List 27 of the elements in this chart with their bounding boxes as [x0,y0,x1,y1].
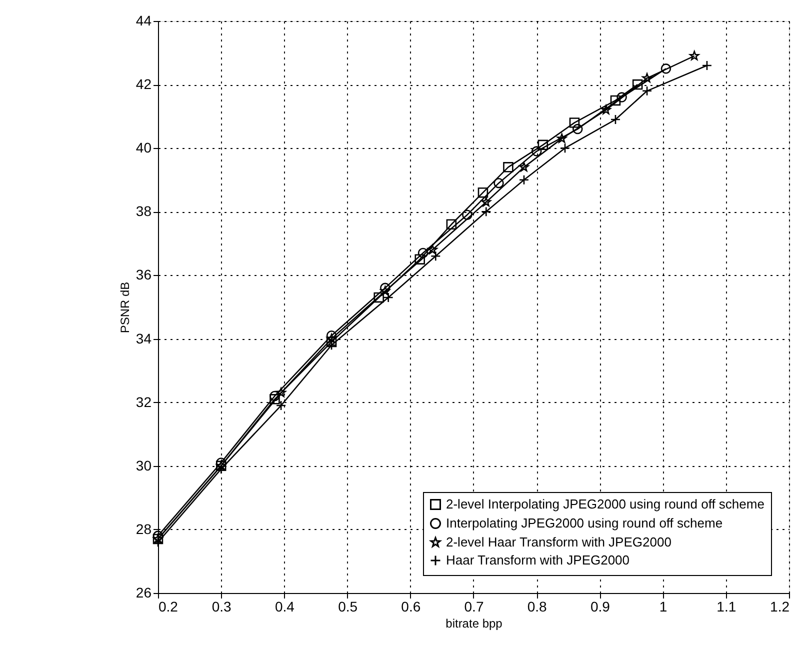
y-axis-title: PSNR dB [118,282,132,334]
y-tick-label: 28 [136,520,152,537]
x-tick-label: 0.3 [212,598,232,614]
x-tick-label: 1.2 [770,598,790,614]
y-tick-label: 38 [136,203,152,220]
x-tick-label: 0.6 [401,598,421,614]
x-tick-label: 0.7 [464,598,484,614]
y-tick-label: 42 [136,76,152,92]
y-tick-label: 32 [136,394,152,410]
x-tick-label: 1 [659,598,668,614]
x-tick-label: 0.9 [590,598,610,614]
legend-label: 2-level Haar Transform with JPEG2000 [446,534,672,550]
y-tick-label: 40 [136,140,152,156]
y-tick-label: 36 [136,266,152,283]
legend-label: Interpolating JPEG2000 using round off scheme [446,516,723,530]
x-axis-title: bitrate bpp [446,616,503,630]
y-tick-label: 34 [136,330,152,346]
x-tick-label: 0.4 [274,598,295,614]
y-tick-label: 30 [136,457,152,474]
legend-label: Haar Transform with JPEG2000 [446,552,630,568]
y-tick-label: 26 [136,584,152,600]
x-tick-label: 1.1 [716,598,736,614]
x-tick-label: 0.5 [338,598,358,614]
y-tick-label: 44 [136,12,152,28]
x-tick-label: 0.2 [158,598,178,614]
legend-label: 2-level Interpolating JPEG2000 using round off scheme [446,496,764,512]
x-tick-label: 0.8 [527,598,548,614]
